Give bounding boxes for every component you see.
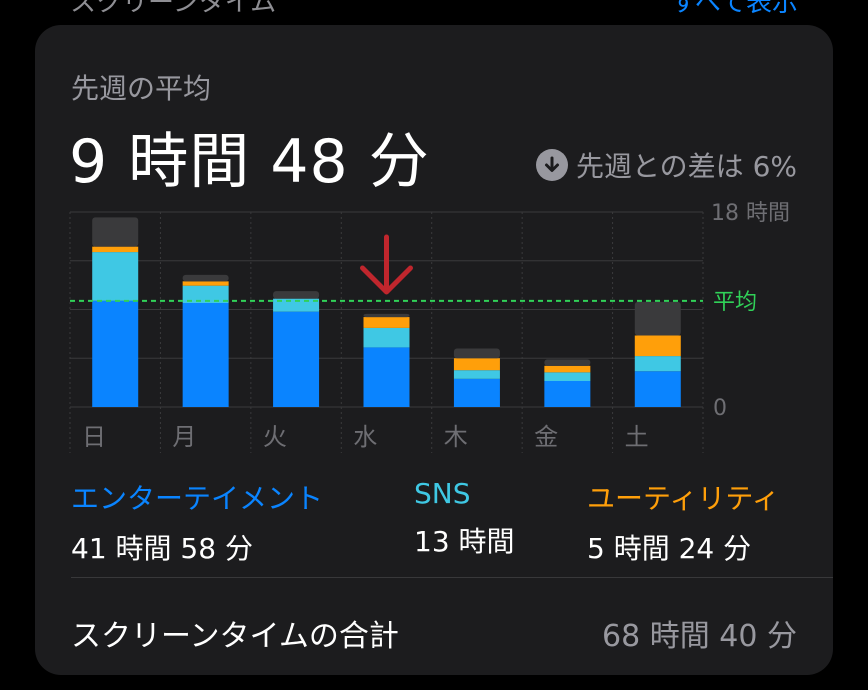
- average-label: 平均: [713, 290, 757, 315]
- legend-label: エンターテイメント: [71, 482, 324, 515]
- x-tick-label: 土: [625, 423, 649, 451]
- bar-segment: [544, 372, 591, 381]
- bar-segment: [544, 381, 591, 407]
- legend-entertainment: エンターテイメント 41 時間 58 分: [71, 477, 323, 567]
- bar-segment: [363, 317, 410, 328]
- bar-segment: [92, 252, 139, 301]
- arrow-down-circle-icon: [535, 149, 568, 181]
- bar-segment: [453, 370, 500, 379]
- annotation-arrow-icon: [360, 234, 413, 295]
- section-title: スクリーンタイム: [70, 0, 277, 18]
- bar-segment: [453, 378, 500, 407]
- show-all-link[interactable]: すべて表示: [670, 0, 798, 18]
- week-difference: 先週との差は 6%: [535, 145, 797, 185]
- legend-duration: 41 時間 58 分: [71, 532, 253, 565]
- bar-segment: [453, 348, 500, 359]
- x-tick-label: 水: [353, 423, 377, 451]
- bar-segment: [634, 301, 681, 336]
- legend-duration: 13 時間: [414, 525, 515, 558]
- total-value: 68 時間 40 分: [602, 619, 797, 654]
- bar-segment: [182, 274, 229, 282]
- average-time: 9 時間 48 分: [69, 127, 430, 197]
- y-tick-label: 18 時間: [711, 201, 790, 226]
- bar-segment: [634, 356, 681, 372]
- legend-label: ユーティリティ: [587, 482, 780, 515]
- header-strip: スクリーンタイム すべて表示: [0, 0, 868, 20]
- bar-segment: [92, 217, 139, 247]
- x-tick-label: 日: [82, 423, 106, 451]
- legend-label: SNS: [414, 477, 471, 510]
- bar-segment: [92, 300, 139, 407]
- bar-segment: [92, 246, 139, 253]
- bar-segment: [182, 281, 229, 286]
- bar-segment: [363, 347, 410, 407]
- legend-duration: 5 時間 24 分: [587, 532, 752, 565]
- bar-segment: [273, 291, 320, 299]
- average-subtitle: 先週の平均: [71, 72, 212, 105]
- difference-text: 先週との差は 6%: [575, 150, 797, 183]
- bar-segment: [634, 335, 681, 357]
- x-tick-label: 月: [172, 423, 196, 451]
- bar-segment: [544, 359, 591, 366]
- bar-segment: [453, 358, 500, 371]
- bar-segment: [363, 327, 410, 348]
- bar-segment: [363, 313, 410, 318]
- legend-sns: SNS 13 時間: [414, 477, 515, 560]
- total-label: スクリーンタイムの合計: [71, 619, 399, 654]
- x-tick-label: 金: [534, 423, 558, 451]
- divider: [71, 577, 833, 578]
- legend-utility: ユーティリティ 5 時間 24 分: [587, 477, 780, 567]
- x-tick-label: 木: [444, 423, 468, 451]
- screen-time-card[interactable]: 先週の平均 9 時間 48 分 先週との差は 6% 日 月 火 水 木 金 土 平均 18 時間…: [35, 25, 833, 675]
- y-tick-label: 0: [713, 396, 727, 421]
- x-tick-label: 火: [263, 423, 287, 451]
- daily-usage-chart[interactable]: 日 月 火 水 木 金 土 平均 18 時間 0: [35, 25, 833, 465]
- bar-segment: [273, 298, 320, 312]
- bar-segment: [544, 365, 591, 373]
- bar-segment: [273, 311, 320, 407]
- bar-segment: [182, 285, 229, 303]
- bar-segment: [634, 371, 681, 407]
- bar-segment: [182, 303, 229, 407]
